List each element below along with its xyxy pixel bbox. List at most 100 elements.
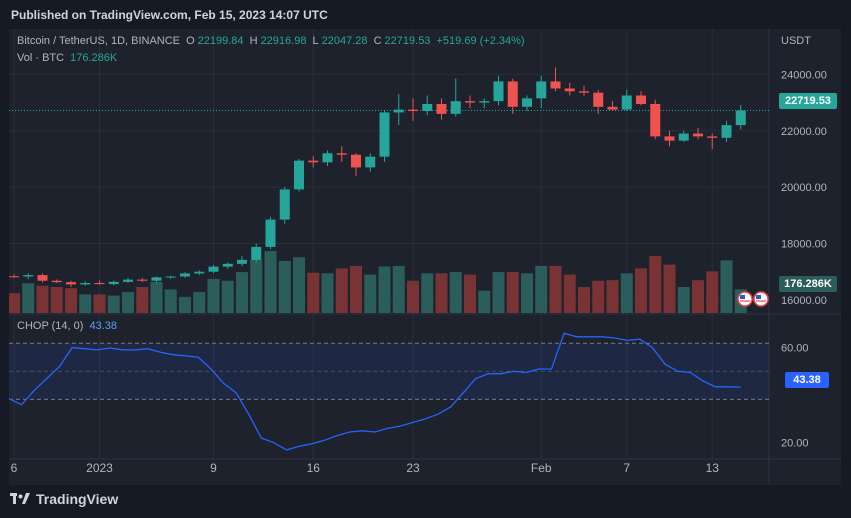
candle-body	[550, 81, 561, 89]
volume-bar	[606, 280, 619, 313]
volume-bar	[578, 286, 590, 313]
candle-body	[51, 280, 62, 283]
volume-bar	[93, 294, 106, 313]
chop-value-tag: 43.38	[785, 372, 829, 388]
candle-body	[80, 282, 91, 285]
open-value: 22199.84	[197, 35, 244, 47]
change-value: +519.69 (+2.34%)	[436, 35, 525, 47]
volume-bar	[720, 260, 733, 313]
volume-bar	[278, 260, 291, 313]
volume-bar	[563, 274, 576, 313]
candle-body	[678, 133, 689, 141]
volume-bar	[221, 280, 234, 313]
symbol-title: Bitcoin / TetherUS, 1D, BINANCE	[17, 35, 181, 47]
chart-panel[interactable]: 16000.00 18000.00 20000.00 22000.00 24000.00…	[8, 29, 841, 485]
chart-canvas[interactable]: 16000.00 18000.00 20000.00 22000.00 24000.00…	[8, 29, 841, 485]
volume-bar	[663, 264, 676, 313]
time-tick-label: 23	[406, 461, 420, 475]
last-volume-tag: 176.286K	[779, 276, 837, 292]
volume-bar	[435, 273, 448, 313]
candle-body	[450, 101, 461, 114]
volume-bar	[150, 282, 163, 313]
low-label: L	[312, 35, 319, 47]
volume-bar	[264, 251, 277, 313]
volume-value: 176.286K	[70, 52, 118, 64]
candle-body	[693, 133, 703, 137]
tradingview-logo-icon	[10, 493, 30, 504]
volume-bar	[8, 293, 20, 313]
volume-bar	[50, 286, 63, 313]
open-label: O	[186, 35, 195, 47]
candle-body	[194, 271, 205, 274]
volume-bar	[421, 273, 434, 313]
volume-bar	[692, 280, 704, 313]
candle-body	[151, 277, 162, 281]
price-tick-label: 16000.00	[781, 295, 827, 307]
volume-bar	[164, 289, 177, 313]
candle-body	[208, 266, 219, 272]
candle-body	[137, 279, 148, 281]
time-tick-label: 2023	[86, 461, 113, 475]
volume-bar	[107, 295, 120, 313]
candle-body	[222, 263, 233, 267]
close-label: C	[373, 35, 382, 47]
volume-bar	[321, 273, 334, 313]
published-text: Published on TradingView.com, Feb 15, 20…	[11, 8, 328, 22]
us-flag-icon	[753, 291, 769, 307]
high-value: 22916.98	[260, 35, 307, 47]
candle-body	[465, 101, 475, 103]
candle-body	[536, 81, 547, 99]
candle-body	[422, 103, 433, 112]
volume-bar	[492, 272, 505, 313]
volume-legend: Vol · BTC 176.286K	[17, 52, 120, 64]
brand-name: TradingView	[36, 491, 119, 507]
candle-body	[408, 109, 418, 112]
volume-bar	[65, 288, 77, 313]
chop-tick-label: 20.00	[781, 438, 809, 450]
candle-body	[251, 246, 262, 260]
volume-bar	[364, 274, 377, 313]
flag-canton	[756, 295, 761, 299]
volume-bar	[335, 268, 348, 313]
price-tick-label: 18000.00	[781, 239, 827, 251]
volume-bar	[506, 272, 519, 313]
candle-body	[579, 91, 589, 93]
candle-body	[379, 112, 390, 157]
volume-label: Vol · BTC	[17, 52, 65, 64]
volume-bar	[677, 286, 690, 313]
publish-bar: Published on TradingView.com, Feb 15, 20…	[0, 0, 851, 28]
volume-bar	[478, 290, 491, 313]
volume-bar	[620, 273, 633, 313]
volume-bar	[293, 257, 305, 313]
candle-body	[621, 95, 632, 110]
candle-body	[564, 88, 575, 92]
volume-bar	[535, 265, 548, 313]
candle-body	[721, 125, 732, 138]
price-tick-label: 20000.00	[781, 182, 827, 194]
volume-bar	[307, 272, 320, 313]
volume-bar	[179, 296, 191, 313]
candle-body	[507, 81, 518, 107]
candle-body	[294, 160, 304, 190]
volume-bar	[22, 283, 35, 313]
volume-bar	[407, 280, 419, 313]
chop-legend: CHOP (14, 0) 43.38	[17, 320, 120, 332]
high-label: H	[249, 35, 258, 47]
footer-brand[interactable]: TradingView	[10, 491, 118, 507]
price-tick-label: 22000.00	[781, 126, 827, 138]
candle-body	[123, 279, 133, 282]
currency-label: USDT	[781, 35, 811, 47]
candle-body	[23, 275, 34, 277]
chop-value: 43.38	[89, 320, 118, 332]
low-value: 22047.28	[321, 35, 368, 47]
candle-body	[322, 153, 333, 163]
volume-bar	[236, 272, 248, 313]
volume-bar	[136, 286, 149, 313]
candle-body	[237, 259, 247, 264]
candle-body	[436, 103, 447, 114]
candle-body	[707, 136, 718, 138]
candle-body	[650, 103, 661, 137]
candle-body	[636, 95, 646, 104]
volume-bar	[378, 266, 391, 313]
